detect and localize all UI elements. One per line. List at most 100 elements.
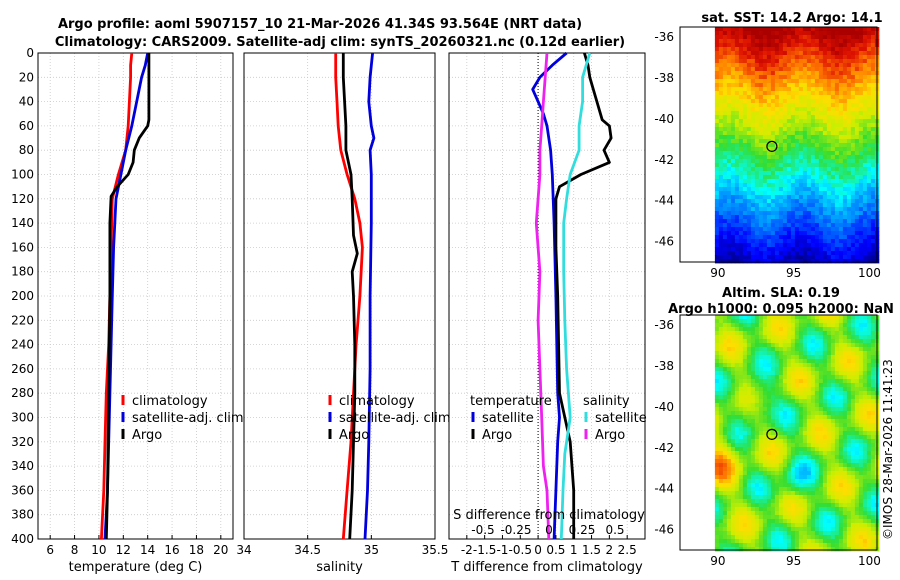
map-cell — [862, 379, 868, 384]
map-cell — [718, 335, 724, 340]
map-cell — [790, 403, 796, 408]
map-cell — [718, 459, 724, 464]
map-cell — [802, 71, 808, 76]
map-cell — [722, 251, 728, 256]
map-cell — [718, 167, 724, 172]
map-cell — [750, 507, 756, 512]
map-cell — [822, 83, 828, 88]
map-cell — [746, 163, 752, 168]
map-cell — [822, 135, 828, 140]
map-cell — [746, 455, 752, 460]
map-cell — [778, 463, 784, 468]
map-cell — [854, 195, 860, 200]
map-cell — [726, 475, 732, 480]
map-cell — [770, 199, 776, 204]
series-line-satellite-adj.-clim — [363, 52, 376, 540]
map-cell — [818, 31, 824, 36]
map-cell — [726, 523, 732, 528]
map-cell — [790, 27, 796, 32]
map-cell — [818, 251, 824, 256]
map-cell — [838, 259, 844, 264]
map-cell — [798, 479, 804, 484]
map-cell — [738, 247, 744, 252]
map-cell — [742, 183, 748, 188]
map-cell — [870, 147, 876, 152]
map-cell — [798, 447, 804, 452]
map-cell — [746, 31, 752, 36]
map-cell — [778, 403, 784, 408]
map-cell — [750, 199, 756, 204]
map-cell — [746, 459, 752, 464]
map-cell — [834, 539, 840, 544]
map-cell — [734, 463, 740, 468]
map-cell — [738, 139, 744, 144]
x-tick-label: 16 — [164, 543, 179, 557]
map-cell — [714, 247, 720, 252]
map-cell — [754, 27, 760, 32]
map-cell — [822, 339, 828, 344]
map-cell — [834, 431, 840, 436]
map-cell — [782, 151, 788, 156]
map-cell — [822, 63, 828, 68]
map-cell — [838, 239, 844, 244]
map-cell — [750, 427, 756, 432]
map-cell — [746, 359, 752, 364]
map-cell — [730, 423, 736, 428]
map-cell — [846, 171, 852, 176]
map-cell — [834, 231, 840, 236]
map-cell — [742, 475, 748, 480]
map-cell — [806, 363, 812, 368]
map-cell — [790, 159, 796, 164]
map-cell — [758, 511, 764, 516]
map-cell — [862, 179, 868, 184]
map-cell — [814, 163, 820, 168]
map-cell — [854, 71, 860, 76]
map-cell — [826, 127, 832, 132]
map-cell — [810, 383, 816, 388]
map-cell — [786, 459, 792, 464]
map-cell — [870, 351, 876, 356]
map-cell — [862, 159, 868, 164]
map-cell — [818, 75, 824, 80]
map-cell — [854, 523, 860, 528]
map-cell — [806, 339, 812, 344]
map-cell — [806, 95, 812, 100]
map-cell — [806, 175, 812, 180]
map-cell — [778, 395, 784, 400]
map-cell — [858, 115, 864, 120]
map-cell — [730, 315, 736, 320]
map-cell — [778, 227, 784, 232]
map-cell — [742, 479, 748, 484]
map-cell — [774, 411, 780, 416]
map-cell — [758, 395, 764, 400]
map-cell — [822, 183, 828, 188]
map-cell — [842, 427, 848, 432]
map-cell — [822, 171, 828, 176]
map-cell — [822, 243, 828, 248]
map-cell — [858, 403, 864, 408]
map-cell — [762, 231, 768, 236]
map-cell — [754, 147, 760, 152]
map-cell — [826, 503, 832, 508]
map-cell — [822, 115, 828, 120]
map-cell — [786, 215, 792, 220]
map-cell — [806, 155, 812, 160]
map-cell — [866, 219, 872, 224]
map-cell — [742, 523, 748, 528]
map-cell — [734, 367, 740, 372]
map-cell — [818, 99, 824, 104]
map-cell — [758, 327, 764, 332]
map-cell — [722, 187, 728, 192]
map-cell — [862, 87, 868, 92]
map-y-tick-label: -40 — [654, 112, 674, 126]
map-cell — [818, 395, 824, 400]
map-cell — [754, 67, 760, 72]
map-cell — [794, 167, 800, 172]
map-cell — [714, 439, 720, 444]
map-cell — [842, 431, 848, 436]
map-cell — [746, 391, 752, 396]
map-cell — [790, 507, 796, 512]
map-cell — [762, 371, 768, 376]
map-cell — [814, 111, 820, 116]
map-cell — [822, 375, 828, 380]
